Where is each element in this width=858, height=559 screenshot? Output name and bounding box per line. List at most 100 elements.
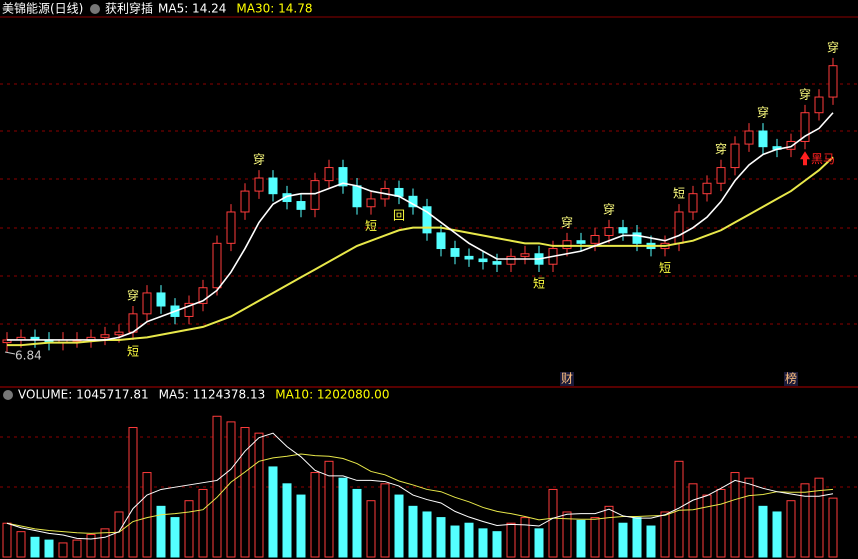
ma-label: MA5: 14.24: [158, 2, 226, 16]
candle-body: [576, 240, 586, 244]
volume-bar: [422, 511, 432, 558]
volume-bar: [184, 500, 194, 558]
volume-bar: [632, 517, 642, 558]
volume-bar: [16, 531, 26, 558]
event-label: 财: [561, 372, 573, 386]
volume-bar: [562, 511, 572, 558]
volume-bar: [408, 505, 418, 558]
volume-bar: [660, 511, 670, 558]
candle-body: [506, 255, 516, 265]
volume-bar: [254, 432, 264, 558]
signal-above: 穿: [603, 201, 615, 216]
volume-bar: [2, 522, 12, 558]
signal-below: 短: [659, 261, 671, 275]
volume-bar: [72, 539, 82, 558]
volume-bar: [128, 427, 138, 558]
candle-body: [730, 143, 740, 169]
volume-bar: [800, 483, 810, 558]
ma30-line: [7, 156, 834, 347]
volume-bar: [268, 466, 278, 558]
volume-bar: [296, 494, 306, 558]
candle-body: [114, 331, 124, 336]
volume-bar: [618, 522, 628, 558]
volume-bar: [730, 472, 740, 558]
candle-body: [464, 255, 474, 260]
signal-above: 穿: [127, 288, 139, 303]
candle-body: [422, 206, 432, 234]
signal-above: 穿: [799, 86, 811, 101]
indicator-name: 获利穿插: [105, 1, 153, 16]
volume-bar: [114, 511, 124, 558]
volume-label: MA10: 1202080.00: [275, 388, 389, 402]
volume-bar: [310, 472, 320, 558]
candle-body: [786, 140, 796, 150]
candle-body: [282, 193, 292, 203]
volume-bar: [506, 522, 516, 558]
candle-body: [268, 177, 278, 195]
ma-label: MA30: 14.78: [236, 2, 312, 16]
volume-bar: [30, 536, 40, 558]
signal-below: 回: [393, 209, 405, 223]
candle-body: [758, 130, 768, 148]
candle-body: [212, 242, 222, 289]
volume-bar: [156, 505, 166, 558]
candle-body: [240, 190, 250, 213]
candle-body: [254, 177, 264, 192]
signal-below: 短: [127, 344, 139, 358]
candle-body: [352, 185, 362, 208]
candle-body: [142, 292, 152, 315]
signal-alert: 黑马: [811, 152, 835, 166]
volume-bar: [394, 494, 404, 558]
volume-bar: [142, 472, 152, 558]
volume-bar: [604, 505, 614, 558]
volume-bar: [436, 517, 446, 558]
signal-above: 穿: [715, 141, 727, 156]
volume-bar: [352, 488, 362, 558]
candle-body: [618, 227, 628, 234]
volume-bar: [478, 528, 488, 558]
low-label: 6.84: [15, 348, 42, 362]
volume-bar: [590, 517, 600, 558]
candle-body: [520, 253, 530, 257]
volume-ma5-line: [6, 432, 834, 540]
volume-ma10-line: [6, 453, 834, 534]
volume-bar: [646, 525, 656, 558]
volume-bar: [380, 483, 390, 558]
volume-bar: [338, 477, 348, 558]
candle-body: [100, 334, 110, 338]
signal-above: 短: [673, 187, 685, 201]
candle-body: [674, 211, 684, 244]
candle-body: [366, 198, 376, 208]
volume-bar: [786, 500, 796, 558]
volume-bar: [58, 542, 68, 558]
signal-above: 穿: [757, 105, 769, 120]
volume-bar: [716, 488, 726, 558]
volume-bar: [212, 415, 222, 558]
volume-bar: [366, 500, 376, 558]
candle-body: [226, 211, 236, 244]
candle-body: [338, 167, 348, 187]
candle-body: [324, 167, 334, 182]
volume-bar: [464, 522, 474, 558]
candle-body: [604, 227, 614, 236]
volume-bar: [44, 539, 54, 558]
candle-body: [562, 240, 572, 250]
candle-body: [436, 232, 446, 250]
signal-below: 短: [365, 219, 377, 233]
volume-bar: [100, 528, 110, 558]
candle-body: [310, 180, 320, 210]
signal-above: 穿: [561, 214, 573, 229]
ma5-line: [7, 112, 834, 341]
event-box: [784, 372, 798, 386]
candle-body: [184, 302, 194, 317]
candle-body: [478, 258, 488, 263]
low-pointer: [4, 351, 16, 355]
volume-bar: [702, 494, 712, 558]
candle-body: [632, 232, 642, 244]
candle-body: [450, 248, 460, 257]
chart-title: 美锦能源(日线): [2, 2, 83, 16]
candle-body: [590, 234, 600, 244]
volume-bar: [198, 488, 208, 558]
